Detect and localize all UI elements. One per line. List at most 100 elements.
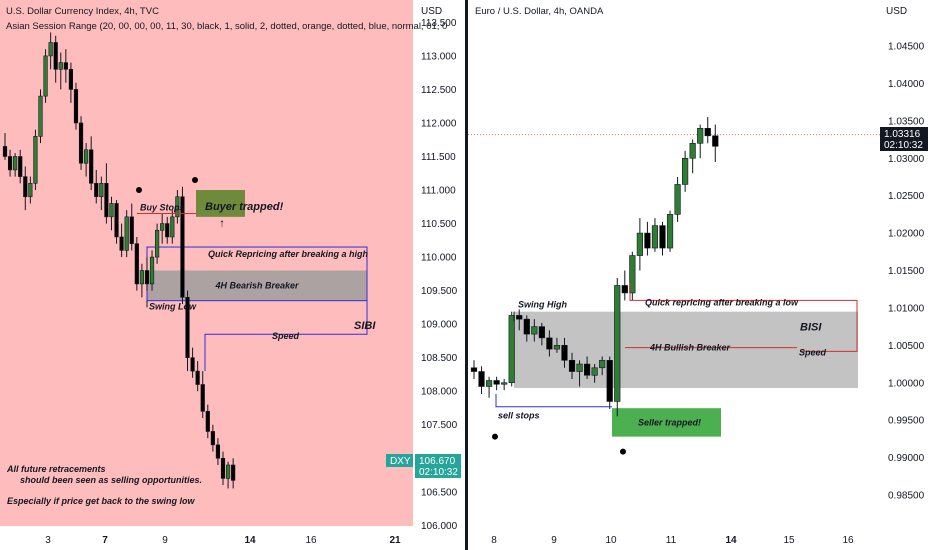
dxy-note-1: All future retracements xyxy=(6,464,106,474)
dxy-y-tick: 109.000 xyxy=(421,320,458,331)
eur-candle-body xyxy=(689,142,696,159)
eur-bullish-breaker-label: 4H Bullish Breaker xyxy=(649,343,731,353)
eur-candle-body xyxy=(614,285,621,402)
dxy-candle-body xyxy=(94,183,99,198)
eur-candle-body xyxy=(576,363,583,372)
dxy-candle-body xyxy=(205,411,210,432)
dxy-candle-body xyxy=(18,156,23,177)
eur-last-price: 1.03316 xyxy=(884,129,921,140)
eur-y-tick: 1.04000 xyxy=(888,79,925,90)
dxy-candle-body xyxy=(170,216,175,238)
dxy-candle-body xyxy=(225,464,231,479)
eur-y-tick: 1.01000 xyxy=(888,303,925,314)
eur-last-price-tag xyxy=(880,127,928,151)
eur-candle-body xyxy=(508,315,515,384)
dxy-y-tick: 111.000 xyxy=(421,186,456,197)
dxy-bearish-breaker-label: 4H Bearish Breaker xyxy=(214,281,299,291)
dxy-candle-body xyxy=(13,156,18,171)
eur-y-tick: 1.01500 xyxy=(888,266,925,277)
eur-y-tick: 0.99000 xyxy=(888,453,925,464)
dxy-candle-body xyxy=(23,176,28,198)
eur-candle-body xyxy=(674,184,681,215)
dxy-candle-body xyxy=(119,236,124,251)
eur-sell-stops-line xyxy=(495,393,612,408)
dxy-y-tick: 113.000 xyxy=(421,51,457,62)
eur-seller-trapped-label: Seller trapped! xyxy=(638,417,701,427)
dxy-x-tick: 21 xyxy=(389,535,401,546)
dxy-candle-body xyxy=(73,89,79,124)
eur-candle-body xyxy=(523,318,530,335)
dxy-y-tick: 110.000 xyxy=(421,253,457,264)
dxy-x-tick: 16 xyxy=(305,535,317,546)
dxy-candle-body xyxy=(129,216,134,244)
dxy-speed-line xyxy=(204,300,368,372)
eur-x-tick: 11 xyxy=(666,535,677,546)
eur-speed-label: Speed xyxy=(799,347,827,357)
panel-divider[interactable] xyxy=(465,0,468,550)
dxy-candle-body xyxy=(63,62,68,70)
dxy-y-tick: 108.500 xyxy=(421,353,458,364)
eur-y-tick: 0.98500 xyxy=(888,491,925,502)
dxy-candle-body xyxy=(33,136,38,184)
dxy-candle-body xyxy=(160,223,165,231)
eur-candle-body xyxy=(621,285,628,294)
dxy-note-2: should been seen as selling opportunitie… xyxy=(20,475,202,485)
eur-x-tick: 8 xyxy=(491,535,497,546)
dxy-candles xyxy=(2,32,236,489)
dxy-candle-body xyxy=(2,146,8,157)
dxy-countdown: 02:10:32 xyxy=(419,467,458,478)
dxy-time-axis[interactable]: 3 7 9 14 16 21 xyxy=(45,535,401,546)
dxy-quick-repricing-label: Quick Repricing after breaking a high xyxy=(208,249,369,259)
eur-candle-body xyxy=(704,128,711,137)
eur-bisi-label: BISI xyxy=(800,321,822,333)
dxy-up-arrow: ↑ xyxy=(219,218,225,230)
eur-candle-body xyxy=(546,337,553,350)
eur-y-tick: 1.00000 xyxy=(888,378,925,389)
dxy-candle-body xyxy=(220,457,226,479)
dxy-y-tick: 112.500 xyxy=(421,85,457,96)
dxy-candle-body xyxy=(124,216,129,251)
dxy-y-tick: 111.500 xyxy=(421,152,456,163)
eur-x-tick: 15 xyxy=(783,535,795,546)
dxy-candle-body xyxy=(165,223,170,238)
eur-candle-body xyxy=(659,225,666,249)
eur-candle-body xyxy=(516,315,523,320)
dxy-sibi-label: SIBI xyxy=(354,320,376,332)
eur-time-axis[interactable]: 8 9 10 11 14 15 16 xyxy=(491,535,854,546)
dxy-last-price-tag xyxy=(415,454,461,478)
dxy-candle-body xyxy=(149,256,155,285)
eur-candle-body xyxy=(599,359,606,369)
eur-chart-title: Euro / U.S. Dollar, 4h, OANDA xyxy=(475,6,604,17)
eur-candle-body xyxy=(629,255,636,294)
dxy-candle-body xyxy=(109,203,114,218)
dxy-currency-label: USD xyxy=(421,6,442,17)
dxy-candle-body xyxy=(89,149,94,184)
dxy-candle-body xyxy=(104,183,109,218)
eur-x-tick: 16 xyxy=(842,535,854,546)
dxy-candle-body xyxy=(84,149,89,164)
eur-quick-repricing-line xyxy=(629,281,858,352)
eur-currency-label: USD xyxy=(886,6,907,17)
eur-low-marker-2 xyxy=(620,448,626,455)
eur-price-axis[interactable]: 1.04500 1.04000 1.03500 1.03000 1.02500 1.020… xyxy=(888,42,925,502)
dxy-y-tick: 110.500 xyxy=(421,219,457,230)
eur-candle-body xyxy=(666,214,674,249)
dxy-candle-body xyxy=(144,270,150,285)
dxy-last-price: 106.670 xyxy=(419,456,456,467)
dxy-y-tick: 113.500 xyxy=(421,18,457,29)
dxy-candle-body xyxy=(99,183,104,198)
dxy-candle-body xyxy=(7,156,13,171)
dxy-indicator-legend: Asian Session Range (20, 00, 00, 00, 11,… xyxy=(6,21,447,32)
dxy-buyer-trapped-label: Buyer trapped! xyxy=(205,201,284,213)
eur-y-tick: 1.03500 xyxy=(888,116,925,127)
dxy-candle-body xyxy=(43,55,48,97)
eur-x-tick: 14 xyxy=(725,535,737,546)
dxy-chart-title: U.S. Dollar Currency Index, 4h, TVC xyxy=(6,6,159,17)
eur-y-tick: 1.00500 xyxy=(888,341,925,352)
eur-candle-body xyxy=(644,232,651,249)
eur-candle-body xyxy=(485,380,493,387)
dxy-candle-body xyxy=(38,95,43,137)
eur-sell-stops-label: sell stops xyxy=(498,411,540,421)
eur-candle-body xyxy=(606,359,613,402)
